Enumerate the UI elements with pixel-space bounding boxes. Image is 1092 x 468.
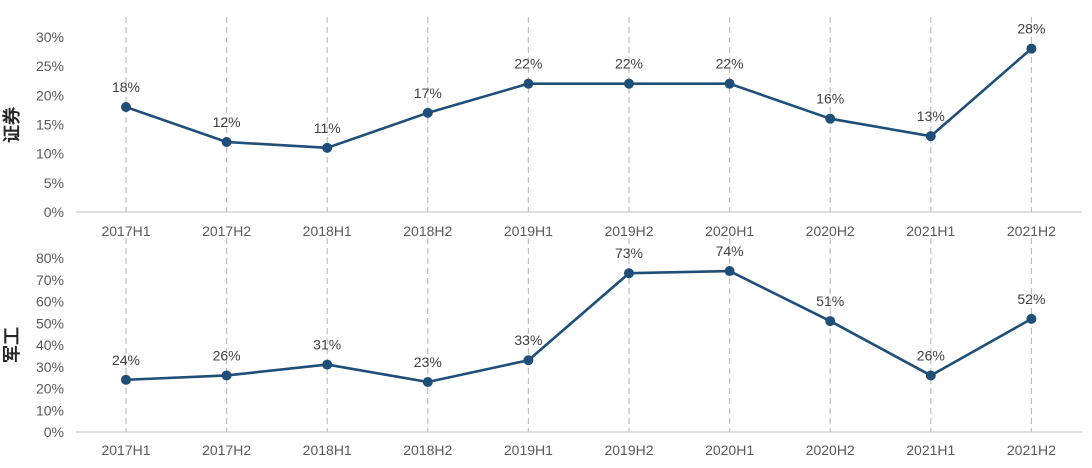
panel2-y-tick-label: 20% [36, 381, 64, 397]
panel2-data-label: 51% [816, 293, 844, 309]
panel2-x-tick-label: 2017H2 [202, 442, 251, 458]
panel2-data-label: 73% [615, 245, 643, 261]
panel2-x-tick-label: 2020H2 [806, 442, 855, 458]
panel2-y-tick-label: 10% [36, 402, 64, 418]
panel2-x-tick-label: 2019H2 [604, 442, 653, 458]
panel2-data-point [624, 268, 634, 279]
panel1-y-tick-label: 5% [44, 175, 64, 191]
panel2-x-tick-label: 2018H2 [403, 442, 452, 458]
panel2-x-tick-label: 2021H1 [906, 442, 955, 458]
panel1-data-point [322, 142, 333, 153]
panel1-x-tick-label: 2021H2 [1007, 223, 1056, 239]
panel2-y-tick-label: 40% [36, 337, 64, 353]
panel1-data-point [724, 78, 735, 89]
panel1-y-tick-label: 25% [36, 58, 64, 74]
panel1-data-label: 22% [716, 56, 744, 72]
panel2-x-tick-label: 2017H1 [101, 442, 150, 458]
panel2-y-tick-label: 80% [36, 250, 64, 266]
panel2-data-point [422, 376, 433, 387]
panel2-data-point [221, 370, 232, 381]
panel1-data-point [523, 78, 534, 89]
panel2-data-label: 26% [213, 347, 241, 363]
panel2-data-point [925, 370, 936, 381]
panel1-y-axis-title: 证券 [1, 106, 23, 143]
panel1-data-label: 13% [917, 108, 945, 124]
panel1-data-label: 12% [213, 114, 241, 130]
panel2-x-tick-label: 2019H1 [504, 442, 553, 458]
panel1-x-tick-label: 2020H2 [806, 223, 855, 239]
panel1-x-tick-label: 2019H1 [504, 223, 553, 239]
panel1-y-tick-label: 10% [36, 146, 64, 162]
panel2-data-label: 24% [112, 352, 140, 368]
panel1-data-label: 28% [1017, 21, 1045, 37]
panel1-data-point [825, 113, 836, 124]
panel2-y-tick-label: 0% [44, 424, 64, 440]
panel2-data-point [1026, 313, 1037, 324]
panel2-data-label: 26% [917, 347, 945, 363]
panel1-data-point [422, 107, 433, 118]
panel2-data-point [825, 316, 836, 327]
panel1-data-point [221, 137, 232, 147]
panel2-y-tick-label: 30% [36, 359, 64, 375]
panel2-x-tick-label: 2018H1 [303, 442, 352, 458]
panel2-data-label: 33% [514, 332, 542, 348]
panel2-data-point [121, 374, 131, 385]
panel1-y-tick-label: 30% [36, 29, 64, 45]
panel1-y-tick-label: 20% [36, 87, 64, 103]
panel2-y-tick-label: 70% [36, 272, 64, 288]
panel2-data-label: 74% [716, 243, 744, 259]
panel2-x-tick-label: 2020H1 [705, 442, 754, 458]
panel1-x-tick-label: 2017H2 [202, 223, 251, 239]
panel2-data-label: 31% [313, 337, 341, 353]
panel1-x-tick-label: 2021H1 [906, 223, 955, 239]
panel1-data-point [1026, 43, 1037, 54]
panel1-data-label: 22% [615, 56, 643, 72]
panel1-data-point [925, 131, 936, 142]
panel1-x-tick-label: 2020H1 [705, 223, 754, 239]
panel2-data-point [523, 355, 534, 366]
panel2-y-tick-label: 60% [36, 294, 64, 310]
panel2-series-line [125, 269, 1033, 384]
panel1-y-tick-label: 15% [36, 117, 64, 133]
panel2-data-point [724, 266, 735, 277]
panel1-data-label: 17% [414, 85, 442, 101]
panel1-data-label: 11% [314, 120, 341, 136]
panel1-data-point [121, 102, 131, 112]
panel1-x-tick-label: 2018H1 [303, 223, 352, 239]
panel1-data-label: 22% [514, 56, 542, 72]
panel1-data-label: 18% [112, 79, 140, 95]
panel1-y-tick-label: 0% [44, 204, 64, 220]
panel2-y-tick-label: 50% [36, 315, 64, 331]
panel1-x-tick-label: 2019H2 [604, 223, 653, 239]
panel2-data-label: 23% [414, 354, 442, 370]
panel2-data-label: 52% [1017, 291, 1045, 307]
panel2-y-axis-title: 军工 [2, 327, 23, 363]
panel2-data-point [322, 359, 333, 370]
panel1-series-line [125, 47, 1033, 150]
panel1-x-tick-label: 2018H2 [403, 223, 452, 239]
panel1-data-point [624, 78, 634, 89]
panel2-x-tick-label: 2021H2 [1007, 442, 1056, 458]
panel1-x-tick-label: 2017H1 [101, 223, 150, 239]
panel1-data-label: 16% [816, 91, 844, 107]
